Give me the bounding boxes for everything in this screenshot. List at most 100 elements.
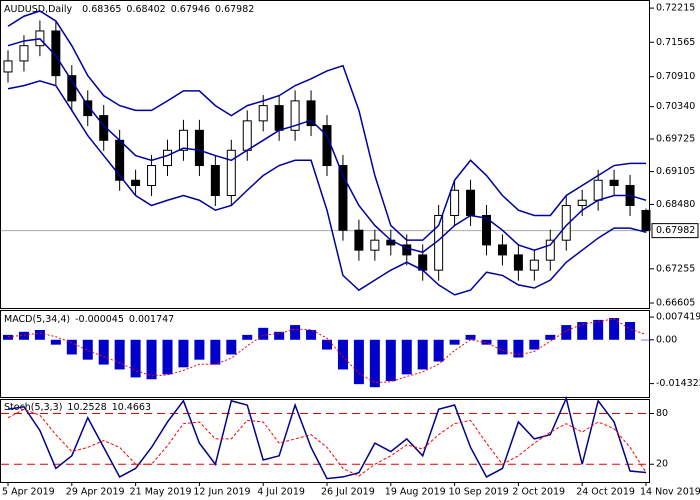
macd-bar	[242, 334, 253, 340]
macd-bar	[114, 339, 125, 370]
candle-body	[370, 239, 380, 251]
macd-bar	[290, 325, 301, 340]
macd-bar	[481, 339, 492, 345]
macd-bar	[194, 339, 205, 360]
y-tick-label: 0.66605	[656, 298, 695, 309]
y-tick-label: 0.70340	[656, 101, 695, 112]
last-signal: 0.001747	[129, 314, 174, 325]
macd-header: MACD(5,34,4) -0.000045 0.001747	[4, 314, 174, 325]
candle-body	[418, 254, 428, 271]
candle-body	[19, 45, 29, 62]
last-macd: -0.000045	[75, 314, 124, 325]
candle-body	[354, 229, 364, 251]
y-tick-label: 0.72215	[656, 3, 695, 14]
stoch-panel	[0, 399, 650, 483]
candle-body	[577, 199, 587, 206]
y-tick-label: 80	[656, 408, 668, 419]
bollinger-band	[7, 80, 647, 296]
candle-body	[322, 125, 332, 167]
x-tick-label: 29 Apr 2019	[66, 487, 125, 498]
stoch-line	[7, 408, 647, 477]
candle-body	[529, 259, 539, 271]
candle-body	[226, 149, 236, 197]
candle-body	[450, 189, 460, 216]
candle-body	[131, 179, 141, 187]
candle-body	[609, 179, 619, 187]
candle-body	[466, 189, 476, 216]
x-tick-label: 5 Apr 2019	[2, 487, 55, 498]
macd-bar	[465, 334, 476, 340]
macd-bar	[433, 339, 444, 362]
macd-bar	[34, 329, 45, 340]
candle-body	[210, 165, 220, 197]
candle-body	[641, 209, 651, 232]
macd-bar	[210, 339, 221, 365]
candle-body	[67, 75, 77, 102]
candle-body	[242, 120, 252, 151]
macd-bar	[337, 339, 348, 370]
y-tick-label: 0.70910	[656, 71, 695, 82]
macd-bar	[322, 339, 332, 350]
macd-bar	[18, 331, 29, 340]
macd-bar	[3, 334, 13, 340]
macd-bar	[369, 339, 380, 388]
y-tick-label: 0.68480	[656, 199, 695, 210]
macd-bar	[162, 339, 173, 375]
last-price-box	[651, 223, 699, 239]
y-tick-label: 0.67255	[656, 263, 695, 274]
candle-body	[561, 204, 571, 241]
macd-bar	[385, 339, 396, 382]
y-tick-label: 0.69105	[656, 166, 695, 177]
stoch-line	[7, 395, 647, 480]
candle-body	[306, 100, 316, 127]
macd-panel	[0, 310, 650, 398]
macd-bar	[50, 339, 61, 345]
macd-bar	[417, 339, 428, 370]
signal-line	[7, 318, 647, 384]
macd-bar	[274, 331, 285, 340]
macd-bar	[130, 339, 141, 378]
candle-body	[274, 105, 284, 131]
x-tick-label: 14 Nov 2019	[640, 487, 700, 498]
last-k: 10.2528	[67, 402, 106, 413]
macd-bar	[98, 339, 109, 365]
x-tick-label: 19 Aug 2019	[385, 487, 446, 498]
price-header: AUDUSD,Daily 0.68365 0.68402 0.67946 0.67982	[4, 4, 254, 15]
candle-body	[338, 165, 348, 231]
x-tick-label: 24 Oct 2019	[576, 487, 635, 498]
y-tick-label: 0.71565	[656, 37, 695, 48]
chart-title: AUDUSD,Daily	[4, 4, 73, 15]
macd-bar	[529, 339, 540, 350]
macd-bar	[178, 339, 189, 368]
bollinger-band	[7, 38, 647, 254]
macd-bar	[561, 325, 572, 340]
x-tick-label: 10 Sep 2019	[449, 487, 509, 498]
last-d: 10.4663	[112, 402, 151, 413]
x-tick-label: 4 Jul 2019	[257, 487, 305, 498]
y-tick-label: 0.00	[656, 334, 677, 345]
macd-bar	[306, 329, 317, 340]
chart-title: Stoch(5,3,3)	[4, 402, 62, 413]
candle-body	[99, 115, 109, 141]
last-low: 0.67946	[171, 4, 210, 15]
macd-bar	[545, 334, 556, 340]
y-tick-label: 0.007419	[656, 312, 700, 323]
last-close: 0.67982	[215, 4, 254, 15]
macd-bar	[146, 339, 157, 380]
candle-body	[83, 100, 93, 117]
x-tick-label: 12 Jun 2019	[193, 487, 250, 498]
macd-bar	[82, 339, 93, 360]
macd-bar	[449, 339, 460, 345]
candle-body	[3, 60, 13, 73]
macd-bar	[401, 339, 412, 375]
macd-bar	[497, 339, 508, 355]
macd-bar	[353, 339, 364, 385]
macd-bar	[66, 339, 77, 355]
last-high: 0.68402	[126, 4, 165, 15]
x-tick-label: 26 Jul 2019	[321, 487, 375, 498]
macd-bar	[641, 339, 651, 341]
last-open: 0.68365	[82, 4, 121, 15]
candle-body	[402, 244, 412, 256]
x-tick-label: 2 Oct 2019	[512, 487, 565, 498]
